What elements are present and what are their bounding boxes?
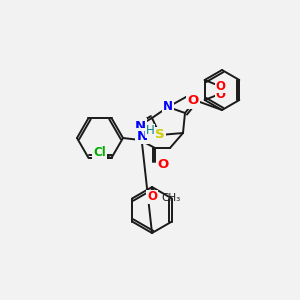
Text: O: O: [188, 94, 199, 107]
Text: N: N: [163, 100, 173, 113]
Text: O: O: [216, 88, 226, 100]
Text: Cl: Cl: [93, 146, 106, 159]
Text: O: O: [158, 158, 169, 170]
Text: S: S: [155, 128, 165, 142]
Text: CH₃: CH₃: [161, 193, 180, 203]
Text: N: N: [136, 130, 148, 142]
Text: O: O: [147, 190, 157, 203]
Text: H: H: [146, 124, 154, 137]
Text: O: O: [216, 80, 226, 92]
Text: N: N: [134, 119, 146, 133]
